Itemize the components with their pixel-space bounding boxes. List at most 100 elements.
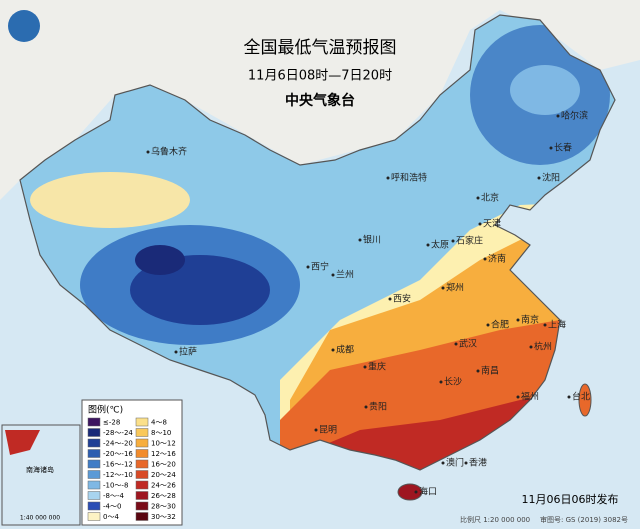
city-label: 西安 <box>393 293 411 305</box>
legend-swatch <box>135 501 149 511</box>
city-dot <box>426 243 430 247</box>
city-dot <box>174 350 178 354</box>
legend-label: -28～-24 <box>103 429 133 437</box>
city-dot <box>414 490 418 494</box>
city-label: 银川 <box>363 234 381 246</box>
legend-label: 8～10 <box>151 429 171 437</box>
city-dot <box>529 345 533 349</box>
city-label: 南昌 <box>481 365 499 377</box>
legend-label: ≤-28 <box>103 419 120 427</box>
legend-label: -4～0 <box>103 503 121 511</box>
legend-swatch <box>87 428 101 437</box>
city-dot <box>331 348 335 352</box>
city-dot <box>306 265 310 269</box>
city-dot <box>363 365 367 369</box>
city-label: 合肥 <box>491 319 509 331</box>
city-dot <box>476 369 480 373</box>
city-dot <box>549 146 553 150</box>
city-label: 南京 <box>521 314 539 326</box>
legend-swatch <box>135 470 149 479</box>
city-dot <box>439 380 443 384</box>
legend-label: 20～24 <box>151 471 176 479</box>
city-label: 成都 <box>336 344 354 356</box>
legend-label: -10～-8 <box>103 482 128 490</box>
city-label: 杭州 <box>534 341 552 353</box>
agency: 中央气象台 <box>285 92 355 109</box>
city-dot <box>543 323 547 327</box>
city-label: 哈尔滨 <box>561 110 588 122</box>
legend-label: 24～26 <box>151 482 176 490</box>
legend-label: -8～-4 <box>103 492 125 500</box>
city-label: 西宁 <box>311 261 329 273</box>
logo <box>8 10 40 42</box>
legend-swatch <box>87 470 101 479</box>
city-label: 兰州 <box>336 269 354 281</box>
city-label: 呼和浩特 <box>391 172 427 184</box>
city-dot <box>486 323 490 327</box>
city-dot <box>567 395 571 399</box>
city-dot <box>364 405 368 409</box>
city-dot <box>146 150 150 154</box>
city-dot <box>476 196 480 200</box>
city-dot <box>464 461 468 465</box>
city-label: 昆明 <box>319 425 337 436</box>
neighbor-land <box>0 0 640 200</box>
city-label: 重庆 <box>368 361 386 373</box>
city-dot <box>516 318 520 322</box>
city-label: 太原 <box>431 239 449 251</box>
hainan <box>397 483 423 501</box>
legend-swatch <box>87 501 101 511</box>
city-label: 拉萨 <box>179 346 197 358</box>
legend-label: 10～12 <box>151 440 176 448</box>
legend-label: 26～28 <box>151 492 176 500</box>
city-label: 武汉 <box>459 338 477 350</box>
city-dot <box>441 461 445 465</box>
city-dot <box>331 273 335 277</box>
inset-title: 南海诸岛 <box>26 465 54 474</box>
subtitle: 11月6日08时—7日20时 <box>248 69 392 84</box>
city-label: 澳门 <box>446 457 464 469</box>
city-label: 北京 <box>481 192 499 204</box>
legend-swatch <box>87 491 101 500</box>
legend-label: -12～-10 <box>103 471 133 479</box>
legend-label: -16～-12 <box>103 461 133 469</box>
inset-land <box>5 430 40 455</box>
city-dot <box>454 342 458 346</box>
issued: 11月06日06时发布 <box>522 492 619 506</box>
legend-title: 图例(℃) <box>88 404 123 416</box>
legend-swatch <box>87 417 101 427</box>
legend-swatch <box>135 459 149 469</box>
city-label: 上海 <box>548 319 566 331</box>
legend-swatch <box>87 480 101 490</box>
city-dot <box>314 428 318 432</box>
legend-swatch <box>135 491 149 500</box>
title: 全国最低气温预报图 <box>244 38 397 58</box>
city-dot <box>451 239 455 243</box>
city-label: 香港 <box>469 457 487 469</box>
city-label: 郑州 <box>446 282 464 294</box>
city-label: 福州 <box>521 391 539 403</box>
city-dot <box>556 114 560 118</box>
city-label: 长春 <box>554 142 572 154</box>
city-label: 长沙 <box>444 376 462 388</box>
city-label: 贵阳 <box>369 401 387 413</box>
city-dot <box>386 176 390 180</box>
city-label: 济南 <box>488 253 506 265</box>
legend-label: 12～16 <box>151 450 176 458</box>
legend-label: 4～8 <box>151 419 167 427</box>
legend-swatch <box>135 438 149 448</box>
city-dot <box>537 176 541 180</box>
legend-label: 30～32 <box>151 513 176 521</box>
city-dot <box>358 238 362 242</box>
taiwan <box>578 383 592 417</box>
city-label: 乌鲁木齐 <box>151 146 187 158</box>
legend-swatch <box>87 459 101 469</box>
legend-swatch <box>135 512 149 521</box>
city-dot <box>516 395 520 399</box>
approval: 审图号: GS (2019) 3082号 <box>540 515 628 524</box>
city-label: 台北 <box>572 391 590 403</box>
legend-label: 16～20 <box>151 461 176 469</box>
legend-swatch <box>87 449 101 458</box>
city-dot <box>441 286 445 290</box>
